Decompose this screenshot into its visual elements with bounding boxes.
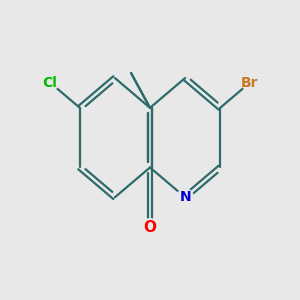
Text: Cl: Cl [43,76,57,89]
Circle shape [42,74,58,91]
Text: Br: Br [241,76,259,89]
Circle shape [142,219,158,236]
Text: N: N [179,190,191,204]
Circle shape [177,189,194,206]
Text: O: O [143,220,157,235]
Circle shape [242,74,258,91]
